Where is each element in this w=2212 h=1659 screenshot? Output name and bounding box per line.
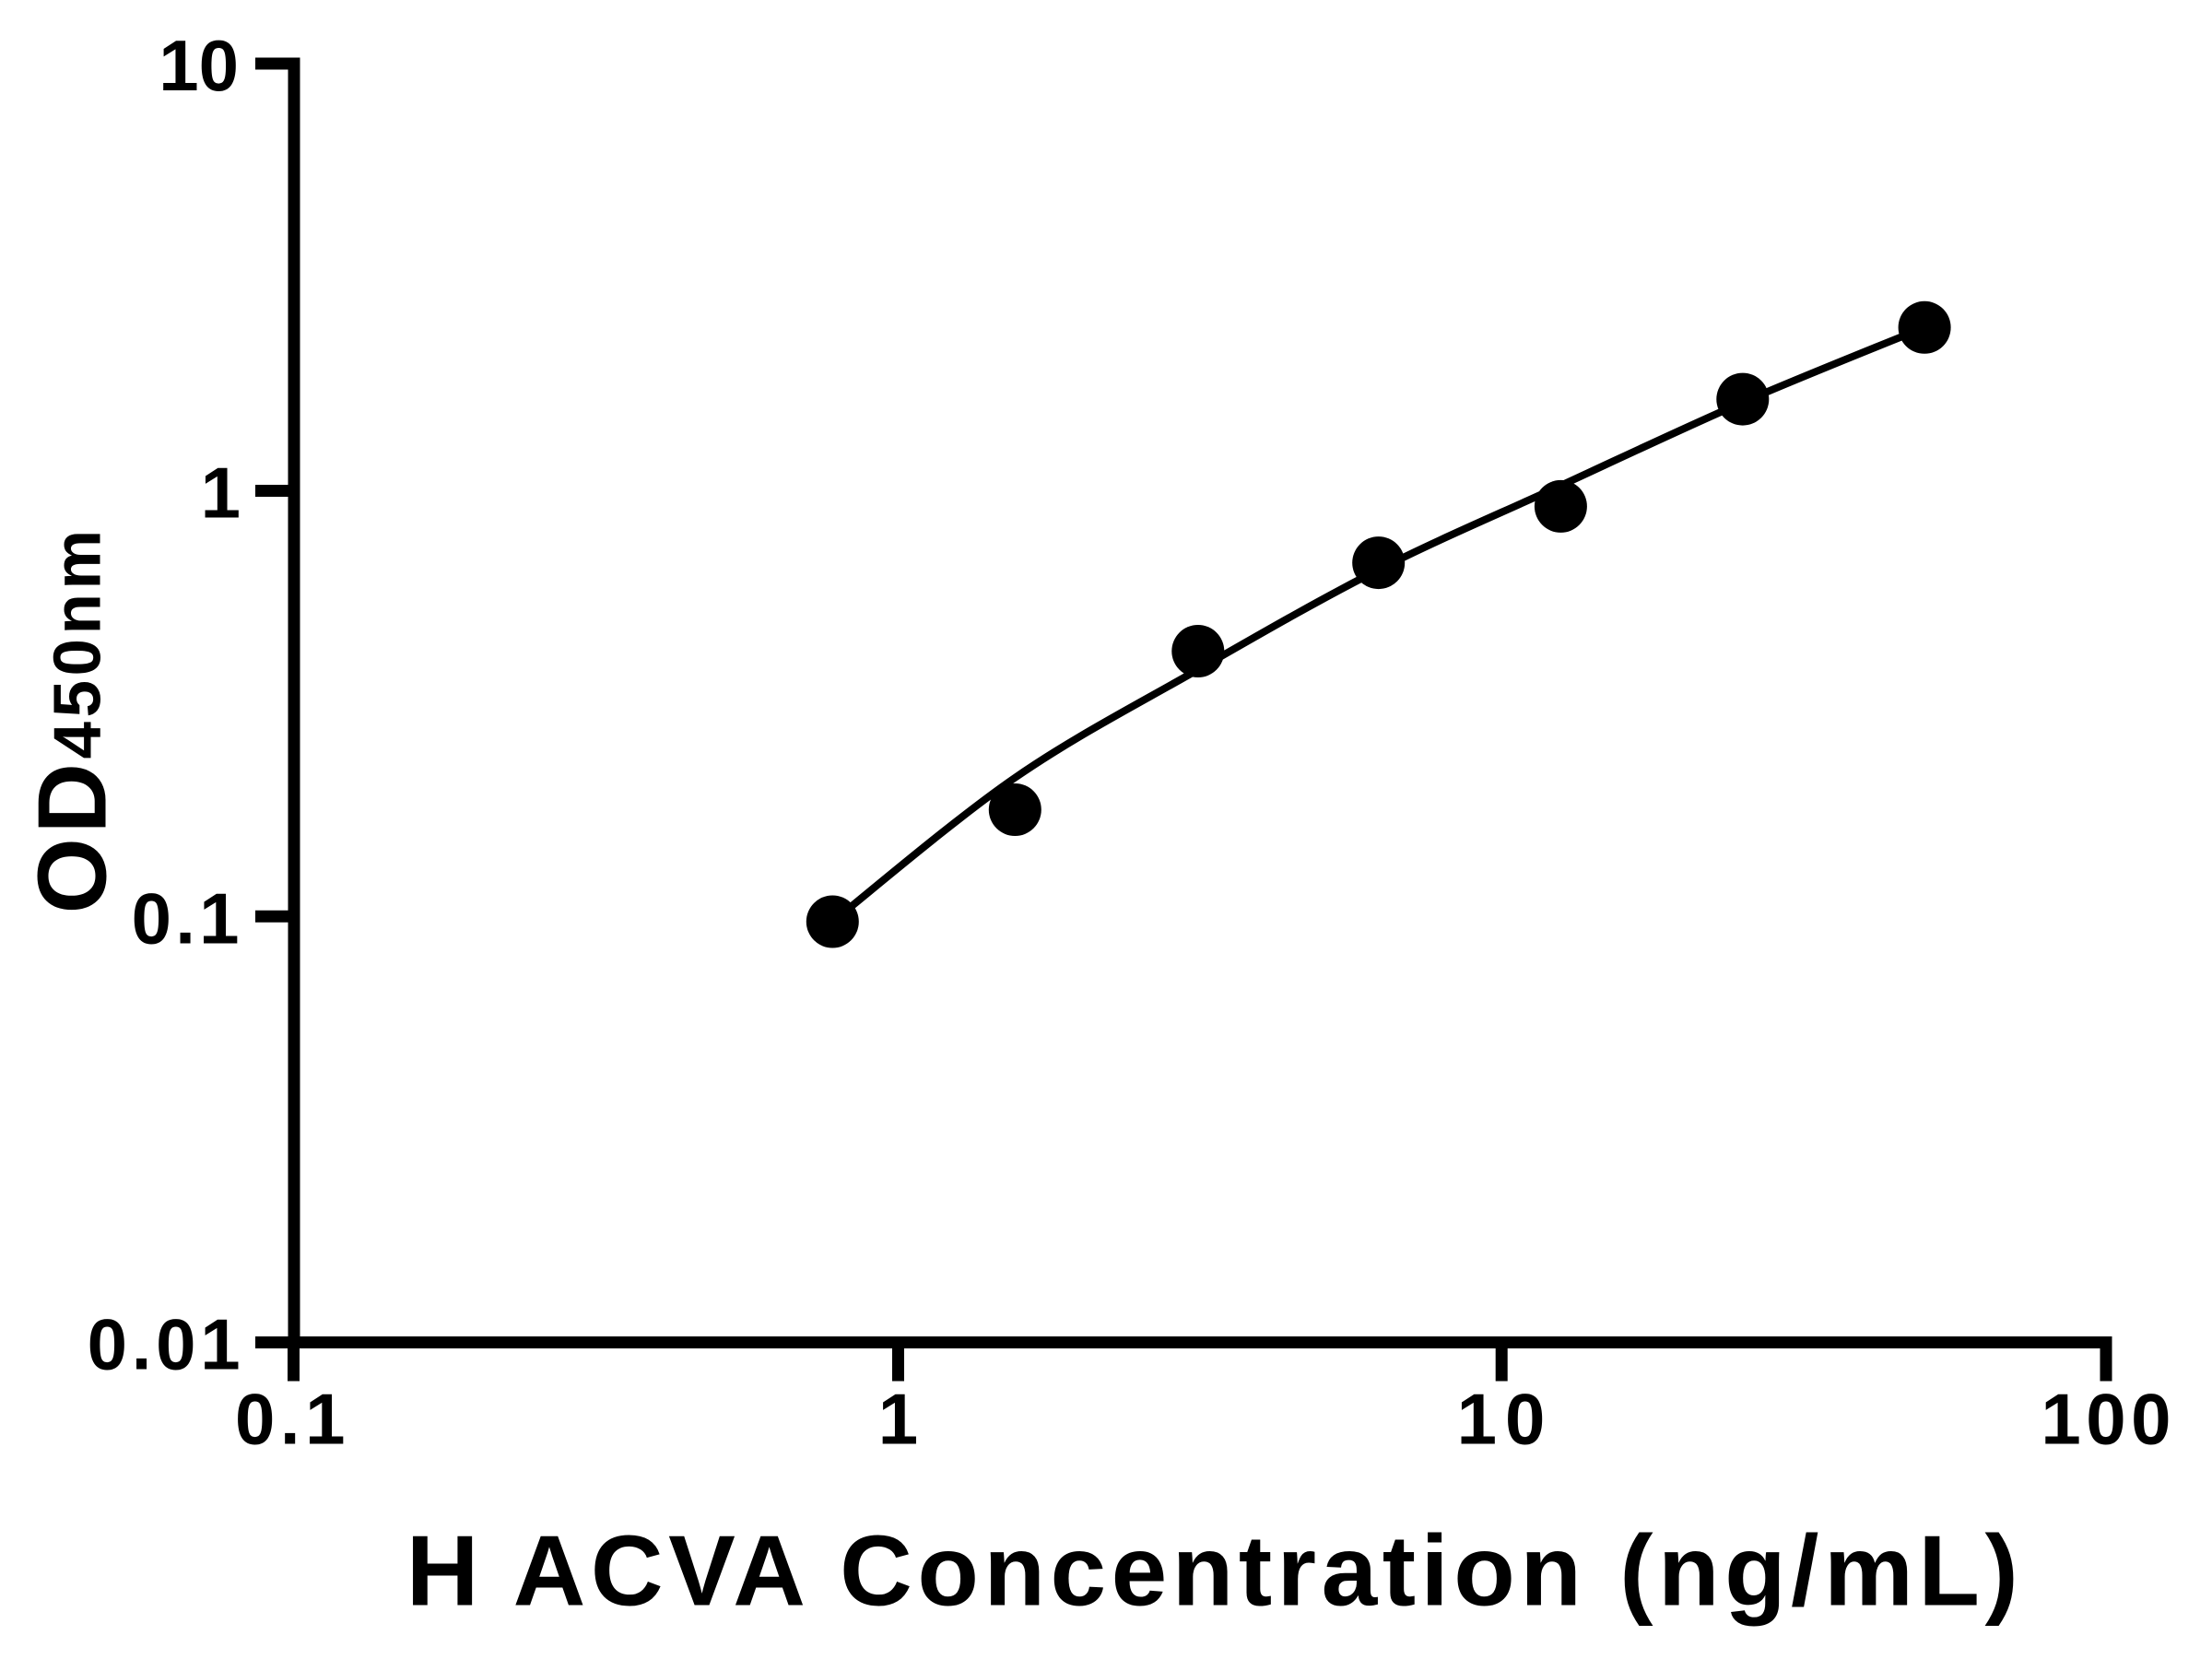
svg-text:1: 1 [201, 453, 241, 534]
svg-text:0.1: 0.1 [235, 1379, 350, 1460]
svg-text:10: 10 [1457, 1379, 1554, 1460]
svg-text:H ACVA Concentration (ng/mL): H ACVA Concentration (ng/mL) [406, 1514, 2024, 1627]
svg-text:0.1: 0.1 [132, 877, 243, 959]
svg-text:10: 10 [159, 25, 239, 106]
svg-text:100: 100 [2041, 1379, 2176, 1460]
svg-text:1: 1 [878, 1379, 918, 1460]
svg-text:0.01: 0.01 [88, 1304, 245, 1385]
